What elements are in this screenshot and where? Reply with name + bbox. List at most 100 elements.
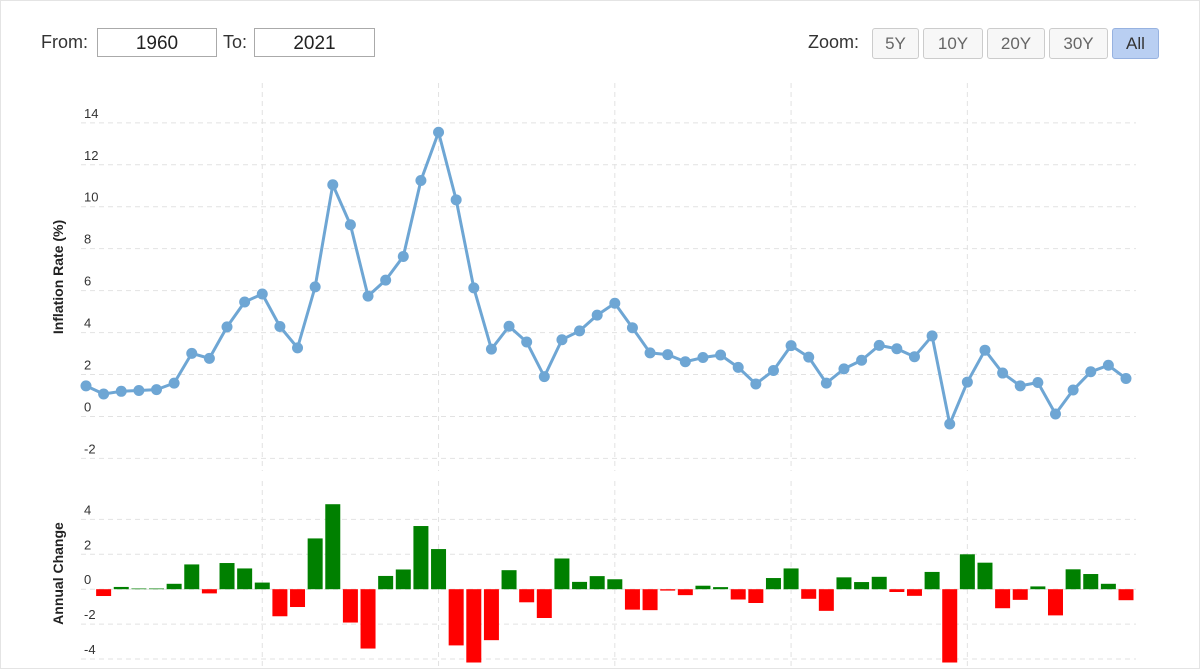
- zoom-button[interactable]: 10Y: [923, 28, 983, 59]
- point: [609, 297, 621, 309]
- bar: [378, 575, 394, 590]
- point: [979, 344, 991, 356]
- bar: [924, 571, 940, 590]
- bar: [995, 589, 1011, 609]
- bar: [219, 563, 235, 590]
- point: [961, 376, 973, 388]
- point: [344, 219, 356, 231]
- point: [856, 354, 868, 366]
- point: [415, 175, 427, 187]
- zoom-button[interactable]: 30Y: [1049, 28, 1108, 59]
- point: [309, 281, 321, 293]
- point: [485, 343, 497, 355]
- point: [327, 179, 339, 191]
- bar: [1100, 583, 1116, 590]
- to-label: To:: [223, 32, 248, 52]
- bar: [1047, 589, 1063, 616]
- y-tick-label: 2: [84, 537, 91, 552]
- bar: [166, 583, 182, 590]
- point: [574, 325, 586, 337]
- y-tick-label: -2: [84, 607, 96, 622]
- zoom-button[interactable]: 5Y: [872, 28, 919, 59]
- y-tick-label: 12: [84, 148, 98, 163]
- point: [997, 367, 1009, 379]
- y-tick-label: 2: [84, 358, 91, 373]
- bar: [360, 589, 376, 649]
- from-input[interactable]: 1960: [97, 28, 217, 57]
- point: [732, 361, 744, 373]
- point: [591, 309, 603, 321]
- point: [98, 388, 110, 400]
- point: [133, 384, 145, 396]
- bar: [131, 588, 147, 590]
- point: [380, 274, 392, 286]
- zoom-label: Zoom:: [808, 32, 860, 52]
- point: [256, 288, 268, 300]
- bar: [448, 589, 464, 646]
- bar: [113, 586, 129, 590]
- bar: [1065, 569, 1081, 590]
- y-tick-label: 4: [84, 502, 91, 517]
- bar: [624, 589, 640, 610]
- bar: [184, 564, 200, 590]
- bar: [765, 578, 781, 590]
- bar: [325, 504, 341, 590]
- point: [362, 290, 374, 302]
- bar: [149, 588, 165, 590]
- y-tick-label: 0: [84, 399, 91, 414]
- point: [115, 385, 127, 397]
- y-axis-title: Inflation Rate (%): [50, 220, 66, 334]
- zoom-button[interactable]: 20Y: [987, 28, 1045, 59]
- bar: [501, 570, 517, 590]
- bar: [854, 582, 870, 590]
- bar: [1030, 586, 1046, 590]
- bar: [237, 568, 253, 590]
- bar: [836, 577, 852, 590]
- bar: [959, 554, 975, 590]
- point: [397, 250, 409, 262]
- point: [926, 330, 938, 342]
- point: [750, 378, 762, 390]
- point: [468, 282, 480, 294]
- bar: [395, 569, 411, 590]
- y-tick-label: 14: [84, 106, 98, 121]
- bar: [695, 585, 711, 590]
- bar: [660, 589, 676, 591]
- zoom-button[interactable]: All: [1112, 28, 1159, 59]
- bar: [730, 589, 746, 600]
- point: [538, 371, 550, 383]
- point: [679, 356, 691, 368]
- point: [873, 339, 885, 351]
- point: [1085, 366, 1097, 378]
- bar: [801, 589, 817, 599]
- point: [803, 351, 815, 363]
- point: [186, 347, 198, 359]
- bar: [977, 562, 993, 590]
- bar: [307, 538, 323, 590]
- bar: [1083, 574, 1099, 590]
- point: [662, 349, 674, 361]
- point: [838, 363, 850, 375]
- bar: [201, 589, 217, 594]
- point: [151, 384, 163, 396]
- y-tick-label: -4: [84, 642, 96, 657]
- y-tick-label: 0: [84, 572, 91, 587]
- point: [292, 342, 304, 354]
- point: [433, 126, 445, 138]
- point: [556, 334, 568, 346]
- bar: [466, 589, 482, 663]
- point: [767, 365, 779, 377]
- bar: [554, 558, 570, 590]
- bar: [818, 589, 834, 611]
- bar: [96, 589, 112, 597]
- bar: [272, 589, 288, 617]
- point: [1032, 376, 1044, 388]
- bar: [871, 576, 887, 590]
- bar: [483, 589, 499, 641]
- to-input[interactable]: 2021: [254, 28, 375, 57]
- point: [274, 320, 286, 332]
- point: [203, 352, 215, 364]
- y-tick-label: -2: [84, 441, 96, 456]
